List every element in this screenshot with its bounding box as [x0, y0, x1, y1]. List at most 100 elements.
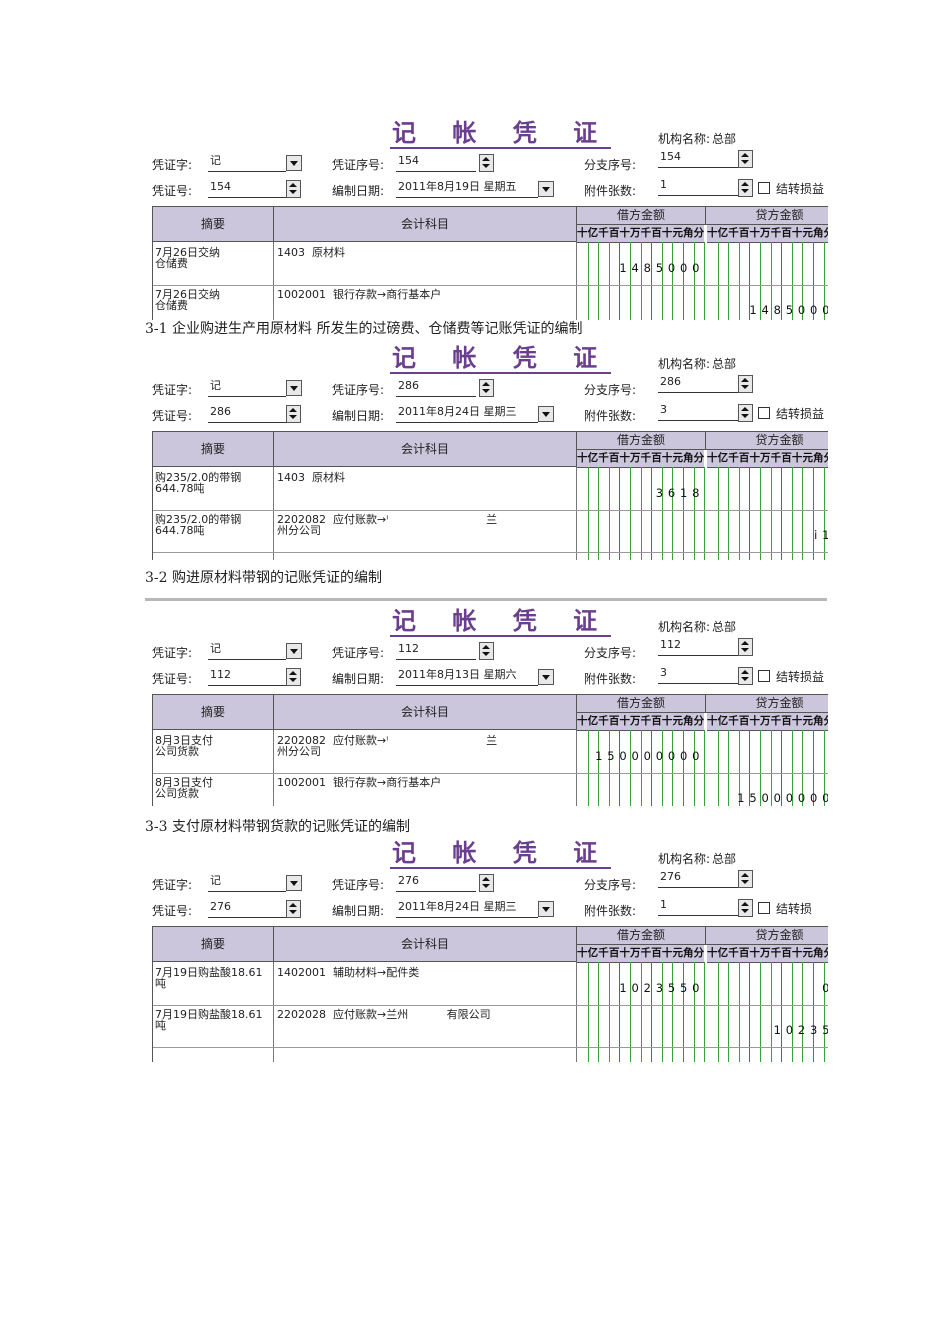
entry-account: 2202082 应付账款→ⁱ 兰 州分公司: [277, 734, 498, 758]
stepper-icon[interactable]: [738, 638, 753, 656]
attach-field[interactable]: 1: [658, 178, 738, 196]
entry-row[interactable]: 7月26日交纳 仓储费 1403 原材料 1485000: [153, 243, 828, 286]
attach-field[interactable]: 1: [658, 898, 738, 916]
amount-column-line: [781, 962, 783, 1062]
voucher-char-field[interactable]: 记: [208, 874, 286, 892]
entry-summary: 8月3日支付 公司货款: [155, 776, 213, 800]
stepper-icon[interactable]: [286, 405, 301, 423]
branch-seq-field[interactable]: 276: [658, 870, 738, 888]
unit-cell: 百: [781, 945, 792, 963]
dropdown-icon[interactable]: [286, 875, 302, 891]
stepper-icon[interactable]: [286, 900, 301, 918]
carry-forward-label: 结转损: [776, 902, 813, 916]
stepper-icon[interactable]: [738, 375, 753, 393]
amount-column-line: [630, 242, 631, 320]
unit-cell: 十: [749, 450, 760, 468]
voucher-char-field[interactable]: 记: [208, 379, 286, 397]
carry-forward-checkbox[interactable]: [758, 670, 770, 682]
stepper-icon[interactable]: [286, 668, 301, 686]
voucher-no-field[interactable]: 154: [208, 180, 286, 198]
carry-forward-label: 结转损益: [776, 182, 825, 196]
branch-seq-field[interactable]: 154: [658, 150, 738, 168]
carry-forward-checkbox[interactable]: [758, 407, 770, 419]
amount-column-line: [672, 467, 674, 560]
calendar-dropdown-icon[interactable]: [538, 181, 554, 197]
entry-row[interactable]: 购235/2.0的带钢 644.78吨 2202082 应付账款→ⁱ 兰 州分公司…: [153, 510, 828, 553]
amount-column-line: [728, 730, 730, 806]
voucher-title: 记 帐 凭 证: [390, 345, 612, 374]
voucher-char-field[interactable]: 记: [208, 154, 286, 172]
attach-field[interactable]: 3: [658, 403, 738, 421]
unit-cell: 分: [823, 713, 828, 731]
voucher-no-field[interactable]: 112: [208, 668, 286, 686]
calendar-dropdown-icon[interactable]: [538, 406, 554, 422]
amount-column-line: [738, 962, 740, 1062]
amount-column-line: [693, 242, 695, 320]
stepper-icon[interactable]: [738, 404, 753, 422]
amount-column-line: [704, 730, 706, 806]
entry-row[interactable]: 购235/2.0的带钢 644.78吨 1403 原材料 3618: [153, 468, 828, 511]
voucher-char-label: 凭证字:: [152, 878, 193, 892]
attach-label: 附件张数:: [584, 184, 637, 198]
stepper-icon[interactable]: [479, 874, 494, 892]
amount-column-line: [587, 730, 589, 806]
credit-amount: 0: [822, 981, 828, 995]
attach-field[interactable]: 3: [658, 666, 738, 684]
entry-row[interactable]: 8月3日支付 公司货款 2202082 应付账款→ⁱ 兰 州分公司 15000000…: [153, 731, 828, 774]
date-field[interactable]: 2011年8月24日 星期三: [396, 900, 538, 918]
amount-column-line: [781, 730, 783, 806]
stepper-icon[interactable]: [738, 667, 753, 685]
amount-column-line: [630, 962, 631, 1062]
stepper-icon[interactable]: [738, 899, 753, 917]
voucher-no-field[interactable]: 276: [208, 900, 286, 918]
unit-cell: 分: [823, 945, 828, 963]
amount-column-line: [717, 962, 719, 1062]
date-field[interactable]: 2011年8月13日 星期六: [396, 668, 538, 686]
voucher-seq-field[interactable]: 154: [396, 154, 476, 172]
dropdown-icon[interactable]: [286, 380, 302, 396]
voucher-seq-field[interactable]: 276: [396, 874, 476, 892]
voucher-title: 记 帐 凭 证: [390, 120, 612, 149]
carry-forward-checkbox[interactable]: [758, 182, 770, 194]
unit-cell: 十: [577, 713, 588, 731]
column-divider: [273, 730, 274, 806]
entry-row[interactable]: 7月26日交纳 仓储费 1002001 银行存款→商行基本户 1485000: [153, 285, 828, 320]
stepper-icon[interactable]: [738, 179, 753, 197]
stepper-icon[interactable]: [738, 870, 753, 888]
stepper-icon[interactable]: [479, 154, 494, 172]
voucher-no-field[interactable]: 286: [208, 405, 286, 423]
unit-cell: 角: [683, 713, 694, 731]
header-summary: 摘要: [153, 207, 274, 242]
unit-cell: 十: [577, 450, 588, 468]
dropdown-icon[interactable]: [286, 643, 302, 659]
entry-row[interactable]: 8月3日支付 公司货款 1002001 银行存款→商行基本户 15000000: [153, 773, 828, 806]
stepper-icon[interactable]: [479, 642, 494, 660]
carry-forward-checkbox[interactable]: [758, 902, 770, 914]
amount-column-line: [813, 467, 814, 560]
calendar-dropdown-icon[interactable]: [538, 901, 554, 917]
entry-row[interactable]: 7月19日购盐酸18.61 吨 1402001 辅助材料→配件类 1023550 0: [153, 963, 828, 1006]
voucher-char-field[interactable]: 记: [208, 642, 286, 660]
dropdown-icon[interactable]: [286, 155, 302, 171]
unit-cell: 亿: [587, 450, 599, 468]
voucher-seq-field[interactable]: 286: [396, 379, 476, 397]
stepper-icon[interactable]: [479, 379, 494, 397]
date-label: 编制日期:: [332, 409, 385, 423]
amount-column-line: [749, 242, 751, 320]
unit-cell: 十: [791, 225, 803, 243]
unit-cell: 千: [770, 945, 782, 963]
credit-amount: i1: [814, 528, 828, 542]
calendar-dropdown-icon[interactable]: [538, 669, 554, 685]
date-field[interactable]: 2011年8月19日 星期五: [396, 180, 538, 198]
voucher-seq-field[interactable]: 112: [396, 642, 476, 660]
stepper-icon[interactable]: [286, 180, 301, 198]
date-field[interactable]: 2011年8月24日 星期三: [396, 405, 538, 423]
unit-cell: 亿: [717, 225, 729, 243]
branch-seq-field[interactable]: 286: [658, 375, 738, 393]
entry-row[interactable]: 7月19日购盐酸18.61 吨 2202028 应付账款→兰州 有限公司 10235: [153, 1005, 828, 1048]
unit-cell: 万: [760, 225, 771, 243]
stepper-icon[interactable]: [738, 150, 753, 168]
amount-column-line: [717, 467, 719, 560]
amount-column-line: [770, 730, 772, 806]
branch-seq-field[interactable]: 112: [658, 638, 738, 656]
